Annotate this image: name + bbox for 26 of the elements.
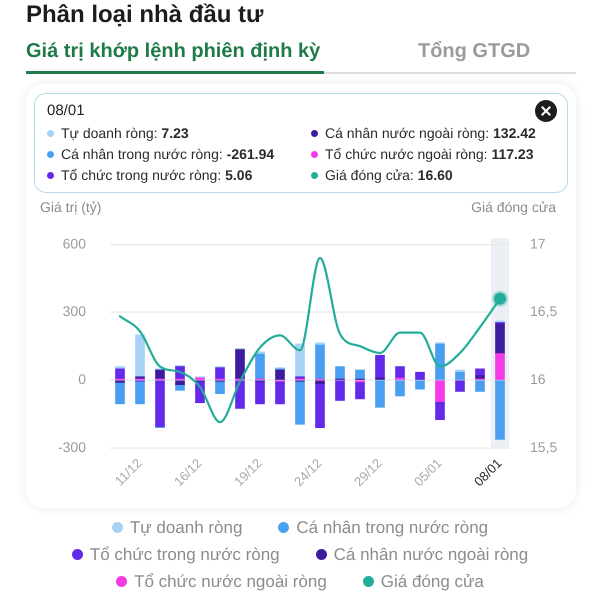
text: Tự doanh ròng: 7.23: [61, 125, 189, 141]
y2-tick-label: 15,5: [530, 438, 558, 455]
y-tick-label: 0: [78, 370, 86, 387]
legend-label: Cá nhân nước ngoài ròng: [334, 544, 528, 565]
text: Giá trị khớp lệnh phiên định kỳ: [26, 39, 320, 64]
text: Tổ chức nước ngoài ròng: 117.23: [325, 146, 534, 162]
chart-title: Phân loại nhà đầu tư: [26, 0, 264, 30]
legend-label: Tổ chức nước ngoài ròng: [134, 571, 327, 592]
y-tick-label: -300: [58, 438, 86, 455]
text: 08/01: [47, 102, 85, 120]
y-tick-label: 600: [62, 235, 86, 252]
legend-label: Tổ chức trong nước ròng: [90, 544, 280, 565]
y-axis-title: Giá trị (tỷ): [40, 199, 102, 216]
text: Cá nhân trong nước ròng: -261.94: [61, 146, 274, 162]
y2-tick-label: 16: [530, 370, 546, 387]
text: Cá nhân nước ngoài ròng: 132.42: [325, 125, 536, 141]
text: Tổ chức trong nước ròng: 5.06: [61, 167, 252, 183]
text: Tổng GTGD: [418, 39, 530, 64]
legend-label: Cá nhân trong nước ròng: [296, 517, 488, 538]
y2-axis-title: Giá đóng cửa: [471, 199, 556, 216]
y-tick-label: 300: [62, 303, 86, 320]
legend-label: Tự doanh ròng: [130, 517, 242, 538]
legend-label: Giá đóng cửa: [380, 571, 484, 592]
text: Giá đóng cửa: 16.60: [325, 167, 453, 183]
y2-tick-label: 17: [530, 235, 546, 252]
y2-tick-label: 16,5: [530, 303, 558, 320]
